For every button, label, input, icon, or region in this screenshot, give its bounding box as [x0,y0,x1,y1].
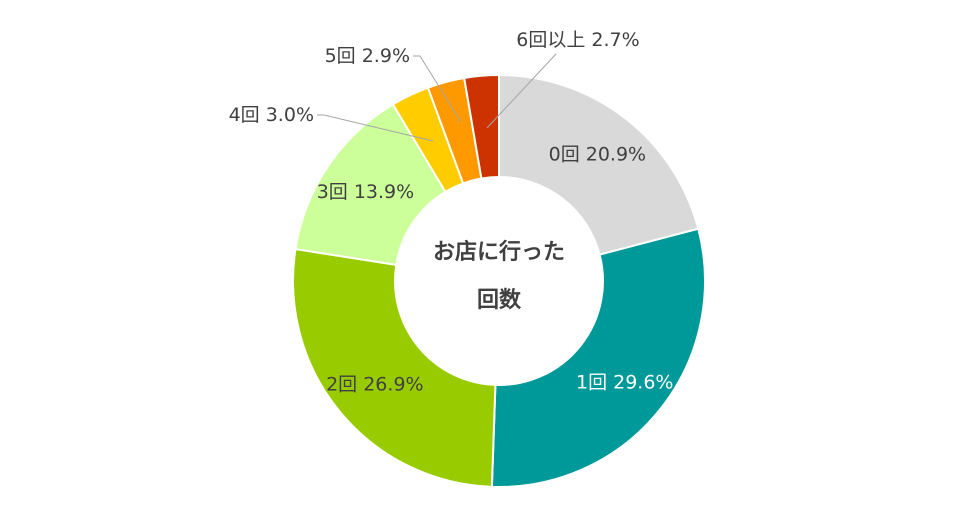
slice-label-6: 6回以上 2.7% [516,29,639,51]
center-title-line-2: 回数 [477,287,522,313]
leader-line-4 [317,114,434,142]
donut-slices [292,73,706,488]
slice-label-3: 3回 13.9% [317,181,415,203]
slice-label-0: 0回 20.9% [549,144,647,166]
slice-label-2: 2回 26.9% [326,374,424,396]
donut-slice-0 [498,73,700,256]
donut-slice-3 [294,103,447,267]
slice-labels: 0回 20.9% 1回 29.6% 2回 26.9% 3回 13.9% 4回 3.0% 5… [229,29,674,396]
donut-slice-6 [463,73,500,180]
slice-label-5: 5回 2.9% [325,45,410,67]
leader-lines [317,53,557,142]
leader-line-5 [413,55,462,123]
donut-slice-2 [292,247,497,488]
slice-label-4: 4回 3.0% [229,104,314,126]
donut-slice-1 [490,227,706,488]
slice-label-1: 1回 29.6% [576,372,674,394]
center-title-line-1: お店に行った [433,239,565,265]
leader-line-6 [486,53,557,129]
